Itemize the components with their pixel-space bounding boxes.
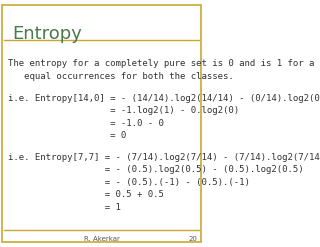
Text: = - (0.5).(-1) - (0.5).(-1): = - (0.5).(-1) - (0.5).(-1) <box>8 178 250 187</box>
Text: = 0: = 0 <box>8 131 126 140</box>
Text: Entropy: Entropy <box>12 25 82 43</box>
Text: The entropy for a completely pure set is 0 and is 1 for a set with: The entropy for a completely pure set is… <box>8 59 320 68</box>
Text: = -1.log2(1) - 0.log2(0): = -1.log2(1) - 0.log2(0) <box>8 106 239 115</box>
Text: = 0.5 + 0.5: = 0.5 + 0.5 <box>8 190 164 199</box>
Text: equal occurrences for both the classes.: equal occurrences for both the classes. <box>8 72 234 81</box>
Text: R. Akerkar: R. Akerkar <box>84 236 120 242</box>
Text: = - (0.5).log2(0.5) - (0.5).log2(0.5): = - (0.5).log2(0.5) - (0.5).log2(0.5) <box>8 165 304 174</box>
Text: 20: 20 <box>188 236 197 242</box>
Text: = -1.0 - 0: = -1.0 - 0 <box>8 119 164 127</box>
Text: i.e. Entropy[7,7] = - (7/14).log2(7/14) - (7/14).log2(7/14): i.e. Entropy[7,7] = - (7/14).log2(7/14) … <box>8 153 320 162</box>
Text: = 1: = 1 <box>8 203 121 211</box>
Text: i.e. Entropy[14,0] = - (14/14).log2(14/14) - (0/14).log2(0/14): i.e. Entropy[14,0] = - (14/14).log2(14/1… <box>8 94 320 103</box>
